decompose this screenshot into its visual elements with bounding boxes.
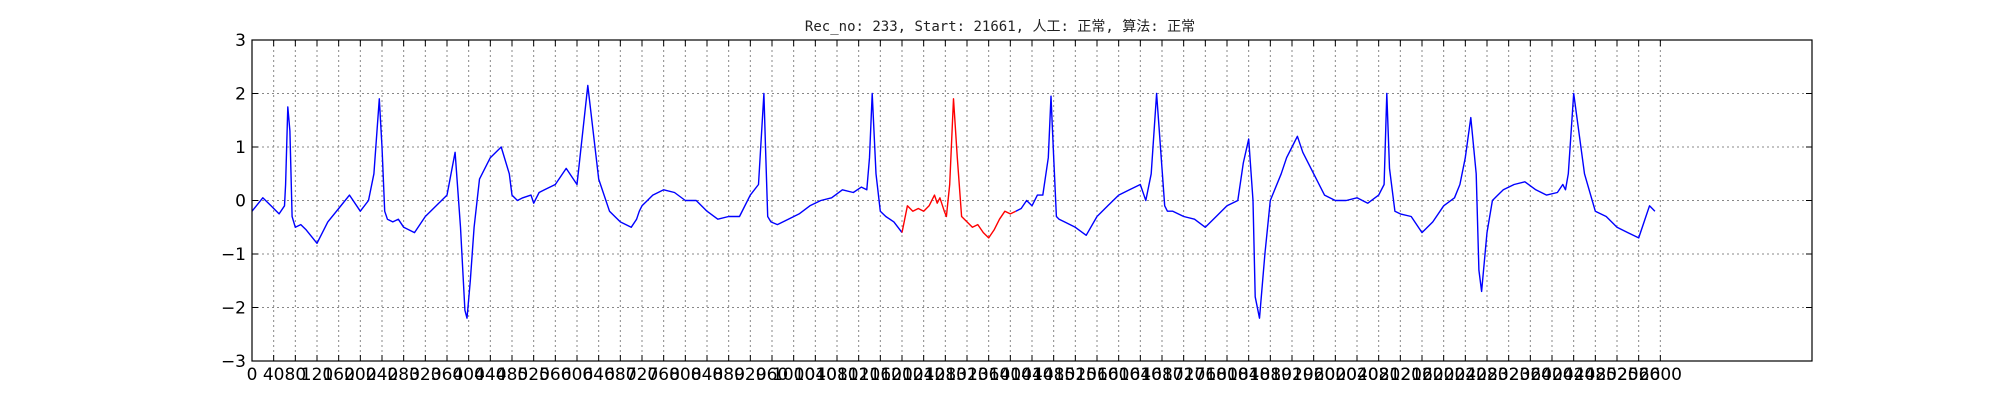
x-tick-label: 1120 [837,365,880,385]
x-tick-label: 1880 [1249,365,1292,385]
x-tick-label: 160 [322,365,354,385]
x-tick-label: 320 [409,365,441,385]
x-tick-label: 1560 [1075,365,1118,385]
x-tick-label: 1920 [1270,365,1313,385]
tick-labels: 0 40 8012016020024028032036040044048052056… [221,31,1682,385]
x-tick-label: 1640 [1119,365,1162,385]
x-tick-label: 480 [496,365,528,385]
x-tick-label: 1760 [1184,365,1227,385]
grid [251,39,1812,362]
x-tick-label: 1040 [794,365,837,385]
x-tick-label: 2520 [1595,365,1638,385]
ticks [251,39,1812,362]
y-tick-label: −2 [221,299,246,319]
x-tick-label: 840 [691,365,723,385]
chart-title: Rec_no: 233, Start: 21661, 人工: 正常, 算法: 正… [805,19,1195,35]
x-tick-label: 2400 [1530,365,1573,385]
x-tick-label: 640 [582,365,614,385]
x-tick-label: 1480 [1032,365,1075,385]
x-tick-label: 2240 [1444,365,1487,385]
y-tick-label: −3 [221,352,246,372]
y-tick-label: 0 [235,192,246,212]
x-tick-label: 440 [474,365,506,385]
x-tick-label: 0 [247,365,258,385]
x-tick-label: 200 [344,365,376,385]
x-tick-label: 1680 [1140,365,1183,385]
x-tick-label: 2440 [1552,365,1595,385]
x-tick-label: 1800 [1205,365,1248,385]
x-tick-label: 720 [626,365,658,385]
x-tick-label: 120 [301,365,333,385]
x-tick-label: 1080 [815,365,858,385]
x-tick-label: 1200 [880,365,923,385]
x-tick-label: 560 [539,365,571,385]
x-tick-label: 520 [517,365,549,385]
x-tick-label: 1360 [967,365,1010,385]
x-tick-label: 680 [604,365,636,385]
x-tick-label: 1240 [902,365,945,385]
x-tick-label: 2480 [1574,365,1617,385]
x-tick-label: 40 [263,365,285,385]
x-tick-label: 1320 [945,365,988,385]
x-tick-label: 2160 [1400,365,1443,385]
x-tick-label: 960 [756,365,788,385]
y-tick-label: 3 [235,31,246,51]
x-tick-label: 2120 [1379,365,1422,385]
x-tick-label: 1600 [1097,365,1140,385]
series-line-1 [901,98,1017,239]
y-tick-label: −1 [221,245,246,265]
x-tick-label: 800 [669,365,701,385]
x-tick-label: 1960 [1292,365,1335,385]
x-tick-label: 1000 [772,365,815,385]
x-tick-label: 2080 [1357,365,1400,385]
x-tick-label: 240 [366,365,398,385]
x-tick-label: 1160 [859,365,902,385]
x-tick-label: 920 [734,365,766,385]
x-tick-label: 880 [712,365,744,385]
x-tick-label: 760 [647,365,679,385]
x-tick-label: 1400 [989,365,1032,385]
x-tick-label: 2360 [1509,365,1552,385]
x-tick-label: 400 [452,365,484,385]
x-tick-label: 1280 [924,365,967,385]
series-line-2 [1015,92,1656,319]
x-tick-label: 2560 [1617,365,1660,385]
series-group [251,84,1656,319]
x-tick-label: 1720 [1162,365,1205,385]
x-tick-label: 1840 [1227,365,1270,385]
x-tick-label: 360 [431,365,463,385]
x-tick-label: 280 [387,365,419,385]
x-tick-label: 2040 [1335,365,1378,385]
x-tick-label: 2000 [1314,365,1357,385]
x-tick-label: 600 [561,365,593,385]
x-tick-label: 2320 [1487,365,1530,385]
x-tick-label: 80 [285,365,307,385]
x-tick-label: 2600 [1639,365,1682,385]
x-tick-label: 1440 [1010,365,1053,385]
x-tick-label: 2200 [1422,365,1465,385]
y-tick-label: 2 [235,85,246,105]
x-tick-label: 1520 [1054,365,1097,385]
y-tick-label: 1 [235,138,246,158]
series-line-0 [251,84,903,319]
x-tick-label: 2280 [1465,365,1508,385]
